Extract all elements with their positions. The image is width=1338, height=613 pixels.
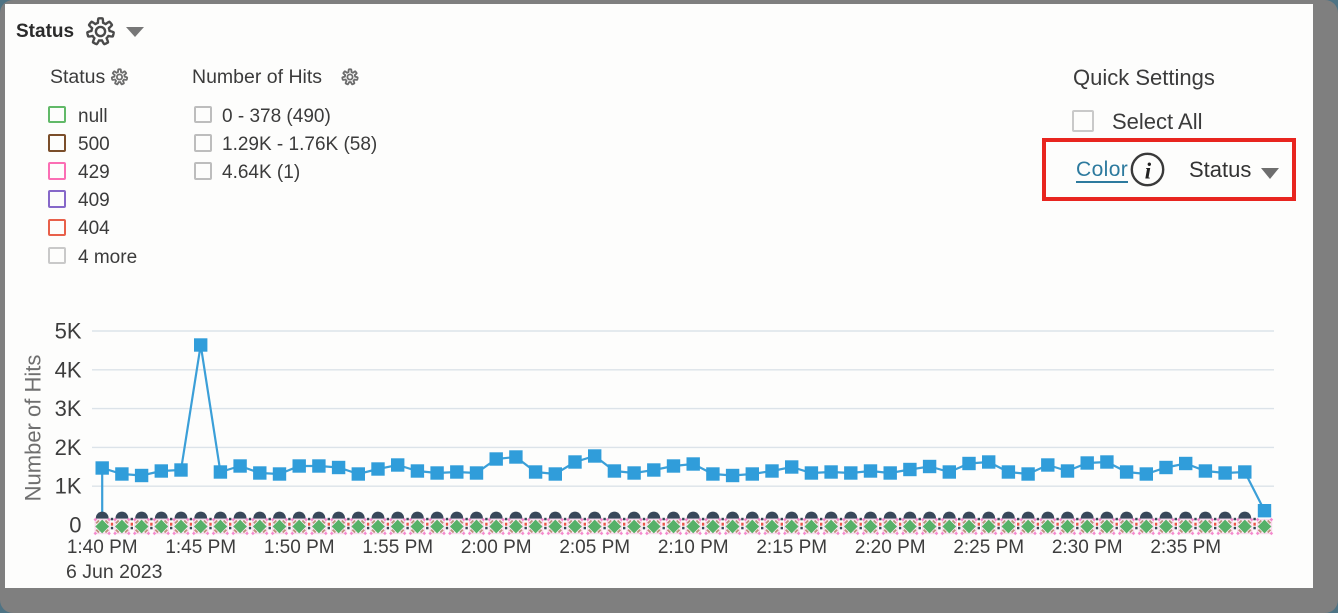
svg-text:2:35 PM: 2:35 PM (1150, 537, 1221, 558)
svg-text:1:50 PM: 1:50 PM (264, 537, 335, 558)
svg-text:3K: 3K (55, 396, 82, 421)
svg-text:2:25 PM: 2:25 PM (953, 537, 1024, 558)
svg-text:2:15 PM: 2:15 PM (756, 537, 827, 558)
svg-text:2:20 PM: 2:20 PM (855, 537, 926, 558)
svg-text:1:55 PM: 1:55 PM (362, 537, 433, 558)
svg-text:1:45 PM: 1:45 PM (165, 537, 236, 558)
svg-text:1K: 1K (55, 474, 82, 499)
svg-text:0: 0 (69, 513, 81, 538)
svg-text:2:10 PM: 2:10 PM (658, 537, 729, 558)
svg-text:1:40 PM: 1:40 PM (67, 537, 138, 558)
svg-text:4K: 4K (55, 357, 82, 382)
svg-text:2:30 PM: 2:30 PM (1052, 537, 1123, 558)
svg-text:6 Jun 2023: 6 Jun 2023 (66, 561, 163, 583)
svg-text:2:00 PM: 2:00 PM (461, 537, 532, 558)
svg-text:Number of Hits: Number of Hits (21, 355, 46, 502)
svg-text:i: i (1144, 158, 1151, 183)
svg-text:5K: 5K (55, 319, 82, 344)
svg-text:2K: 2K (55, 435, 82, 460)
svg-text:2:05 PM: 2:05 PM (559, 537, 630, 558)
